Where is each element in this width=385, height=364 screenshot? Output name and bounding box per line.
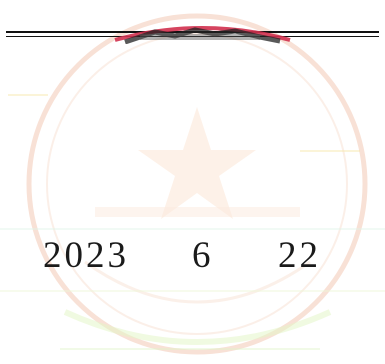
date-year: 2023 (43, 235, 129, 276)
scan-streak (60, 348, 320, 350)
scan-streak (0, 228, 385, 230)
date-day: 22 (278, 235, 321, 276)
date-line: 2023 6 22 (0, 232, 385, 282)
official-seal (26, 13, 368, 355)
seal-ink-smudge (114, 26, 291, 44)
date-month: 6 (192, 235, 214, 276)
header-rule-bottom (6, 36, 379, 37)
scan-streak (300, 150, 360, 152)
scan-streak (0, 290, 385, 292)
scan-streak (8, 94, 48, 96)
